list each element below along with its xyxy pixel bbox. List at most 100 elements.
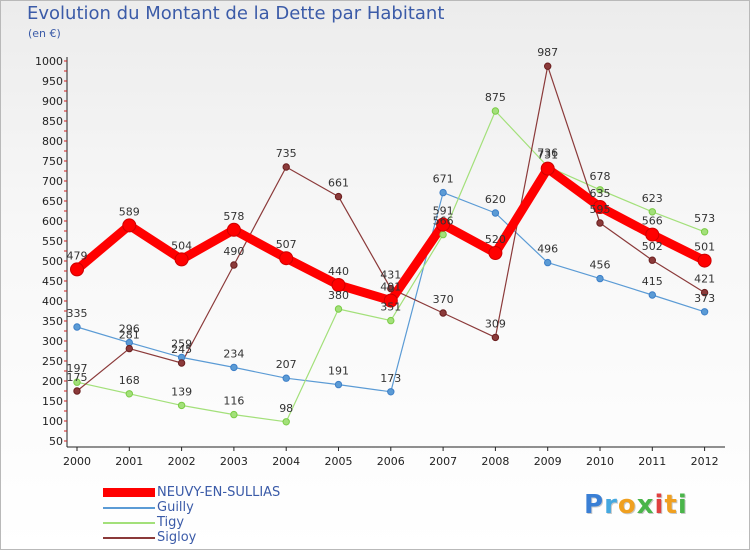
data-label-guilly: 496 <box>537 243 558 256</box>
point-tigy <box>491 107 500 115</box>
point-tigy <box>282 418 290 426</box>
data-label-tigy: 139 <box>171 385 192 398</box>
point-sigloy <box>334 192 343 201</box>
data-label-tigy: 623 <box>642 192 663 205</box>
chart-axes <box>64 57 725 448</box>
point-tigy <box>596 186 604 194</box>
y-tick-label: 850 <box>42 115 63 128</box>
point-guilly <box>700 308 709 316</box>
data-label-neuvy-en-sullias: 504 <box>171 239 192 252</box>
point-neuvy-en-sullias <box>488 246 503 260</box>
data-label-sigloy: 309 <box>485 317 506 330</box>
x-tick-label: 2001 <box>115 455 143 468</box>
y-tick-label: 150 <box>42 395 63 408</box>
data-label-tigy: 351 <box>380 301 401 314</box>
point-tigy <box>648 208 656 216</box>
legend-swatch <box>103 536 155 539</box>
y-tick-label: 750 <box>42 155 63 168</box>
point-guilly <box>230 363 238 372</box>
y-tick-label: 50 <box>49 435 63 448</box>
data-label-guilly: 671 <box>433 173 454 186</box>
logo-letter: P <box>584 490 605 520</box>
x-tick-label: 2008 <box>481 455 509 468</box>
point-guilly <box>387 388 395 396</box>
legend-label: Sigloy <box>157 530 197 545</box>
y-tick-label: 700 <box>42 175 63 188</box>
data-label-neuvy-en-sullias: 479 <box>67 249 88 262</box>
x-tick-label: 2000 <box>63 455 91 468</box>
data-label-guilly: 620 <box>485 193 506 206</box>
y-tick-label: 800 <box>42 135 63 148</box>
chart-subtitle: (en €) <box>28 27 61 40</box>
y-tick-label: 950 <box>42 75 63 88</box>
point-neuvy-en-sullias <box>593 200 607 214</box>
point-sigloy <box>700 288 709 297</box>
logo-letter: t <box>664 490 678 520</box>
point-guilly <box>544 258 552 267</box>
point-tigy <box>334 305 343 313</box>
data-label-sigloy: 490 <box>223 245 244 258</box>
point-sigloy <box>648 256 656 264</box>
point-sigloy <box>439 309 447 317</box>
point-guilly <box>73 323 81 331</box>
data-label-sigloy: 987 <box>537 46 558 59</box>
data-label-tigy: 566 <box>433 215 454 228</box>
point-neuvy-en-sullias <box>540 161 555 176</box>
proxiti-logo: Proxiti <box>584 490 688 520</box>
point-sigloy <box>282 163 290 171</box>
data-label-tigy: 168 <box>119 374 140 387</box>
data-label-neuvy-en-sullias: 401 <box>380 281 401 294</box>
data-label-sigloy: 245 <box>171 343 192 356</box>
x-tick-label: 2004 <box>272 455 300 468</box>
data-label-neuvy-en-sullias: 591 <box>433 205 454 218</box>
data-label-guilly: 415 <box>642 275 663 288</box>
legend-swatch <box>103 506 155 509</box>
series-points <box>70 62 712 426</box>
legend-swatch <box>103 521 155 524</box>
legend-label: NEUVY-EN-SULLIAS <box>157 485 281 500</box>
point-guilly <box>648 291 656 299</box>
data-label-neuvy-en-sullias: 501 <box>694 241 715 254</box>
point-sigloy <box>177 359 186 367</box>
x-tick-label: 2005 <box>325 455 353 468</box>
legend-label: Tigy <box>157 515 185 530</box>
y-tick-label: 1000 <box>35 55 63 68</box>
point-guilly <box>596 274 604 283</box>
point-neuvy-en-sullias <box>279 251 294 266</box>
y-tick-label: 550 <box>42 235 63 248</box>
data-label-sigloy: 661 <box>328 177 349 190</box>
y-tick-label: 350 <box>42 315 63 328</box>
point-guilly <box>491 209 500 217</box>
data-label-sigloy: 431 <box>380 269 401 282</box>
data-label-guilly: 335 <box>67 307 88 320</box>
data-label-tigy: 197 <box>67 362 88 375</box>
x-tick-label: 2009 <box>534 455 562 468</box>
data-label-neuvy-en-sullias: 578 <box>223 210 244 223</box>
data-label-sigloy: 175 <box>67 371 88 384</box>
point-sigloy <box>125 344 134 353</box>
y-tick-label: 200 <box>42 375 63 388</box>
logo-letter: x <box>636 490 655 520</box>
y-tick-label: 600 <box>42 215 63 228</box>
data-label-guilly: 456 <box>590 259 611 272</box>
x-tick-label: 2011 <box>638 455 666 468</box>
point-tigy <box>73 378 81 386</box>
logo-letter: o <box>617 490 637 520</box>
point-tigy <box>125 390 134 398</box>
point-tigy <box>177 401 186 410</box>
chart-title: Evolution du Montant de la Dette par Hab… <box>27 3 445 24</box>
x-tick-label: 2002 <box>168 455 196 468</box>
legend-label: Guilly <box>157 500 194 515</box>
y-tick-label: 500 <box>42 255 63 268</box>
point-neuvy-en-sullias <box>122 218 137 233</box>
data-labels: 335 296 259 234 207 191 173 671 620 496 456 415 373 1… <box>67 46 716 415</box>
x-tick-label: 2012 <box>691 455 719 468</box>
point-neuvy-en-sullias <box>174 252 189 267</box>
point-neuvy-en-sullias <box>645 227 660 242</box>
point-tigy <box>700 228 709 236</box>
data-label-tigy: 736 <box>537 147 558 160</box>
logo-letter: i <box>654 490 665 520</box>
y-tick-label: 400 <box>42 295 63 308</box>
legend-item-neuvy-en-sullias: NEUVY-EN-SULLIAS <box>103 485 280 500</box>
